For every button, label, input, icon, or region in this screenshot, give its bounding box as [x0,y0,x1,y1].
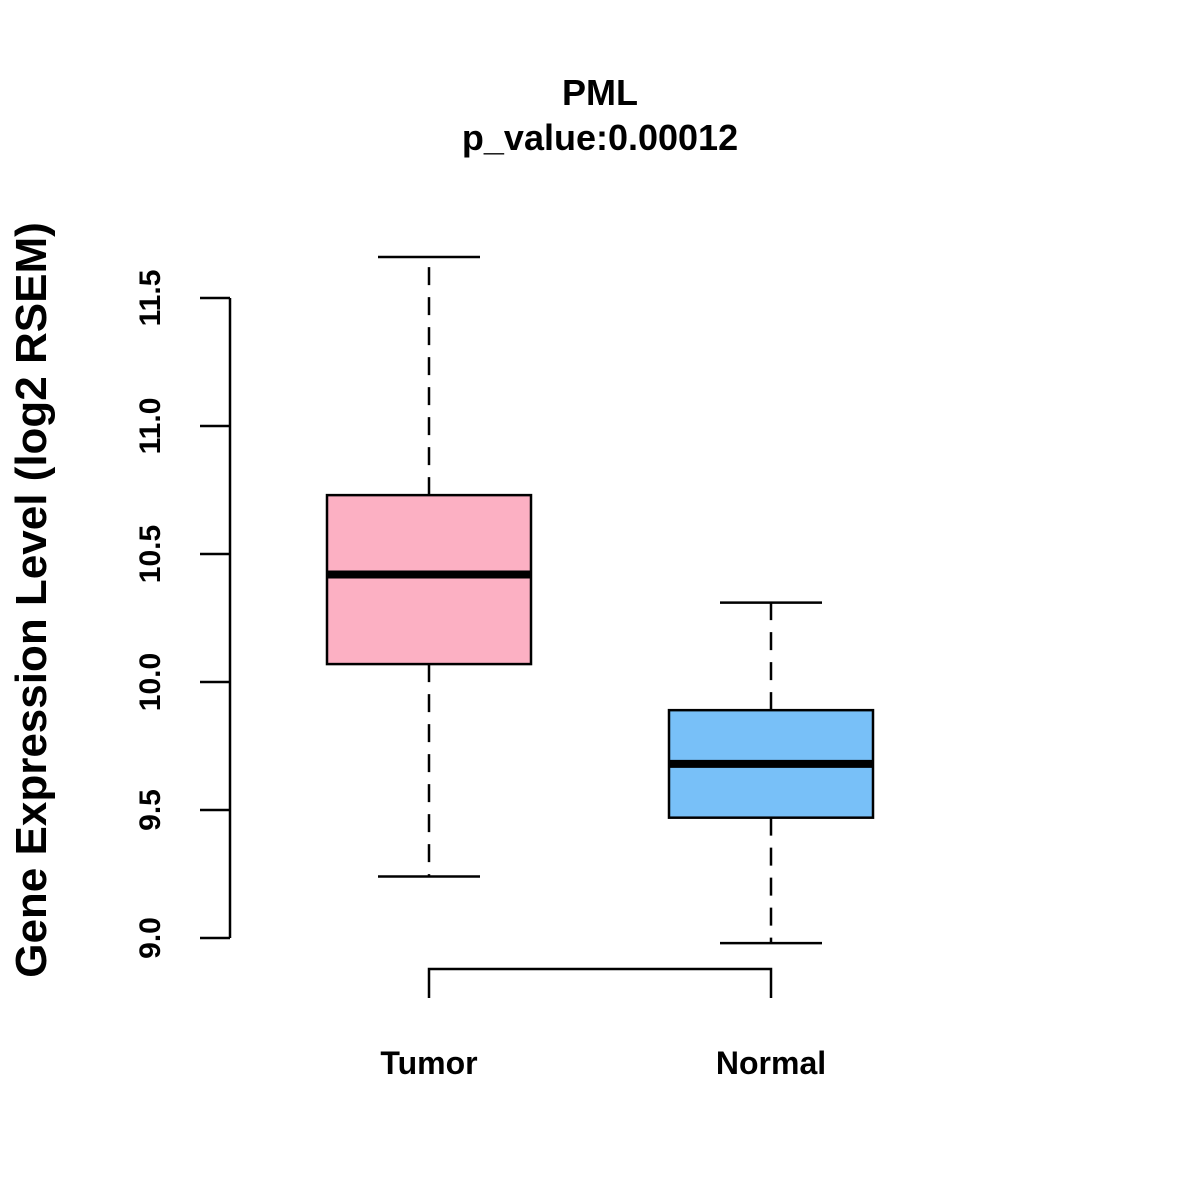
category-labels: Tumor Normal [380,1045,826,1081]
bracket-line [427,967,773,998]
iqr-box [325,493,533,666]
y-tick-label: 10.5 [134,525,167,583]
comparison-bracket [427,967,773,998]
chart-title: PML [562,72,638,113]
boxes [325,255,875,945]
y-tick-label: 11.0 [134,398,167,455]
y-tick-label: 10.0 [134,653,167,711]
y-tick-label: 9.5 [134,789,167,831]
y-axis: 9.0 9.5 10.0 10.5 11.0 11.5 [134,270,232,959]
y-tick-label: 11.5 [134,270,167,327]
category-label-normal: Normal [716,1045,826,1081]
y-axis-label: Gene Expression Level (log2 RSEM) [7,222,56,978]
box-tumor [325,255,533,878]
chart-subtitle: p_value:0.00012 [462,117,738,158]
category-label-tumor: Tumor [380,1045,477,1081]
y-tick-label: 9.0 [134,917,167,959]
box-normal [667,601,875,945]
